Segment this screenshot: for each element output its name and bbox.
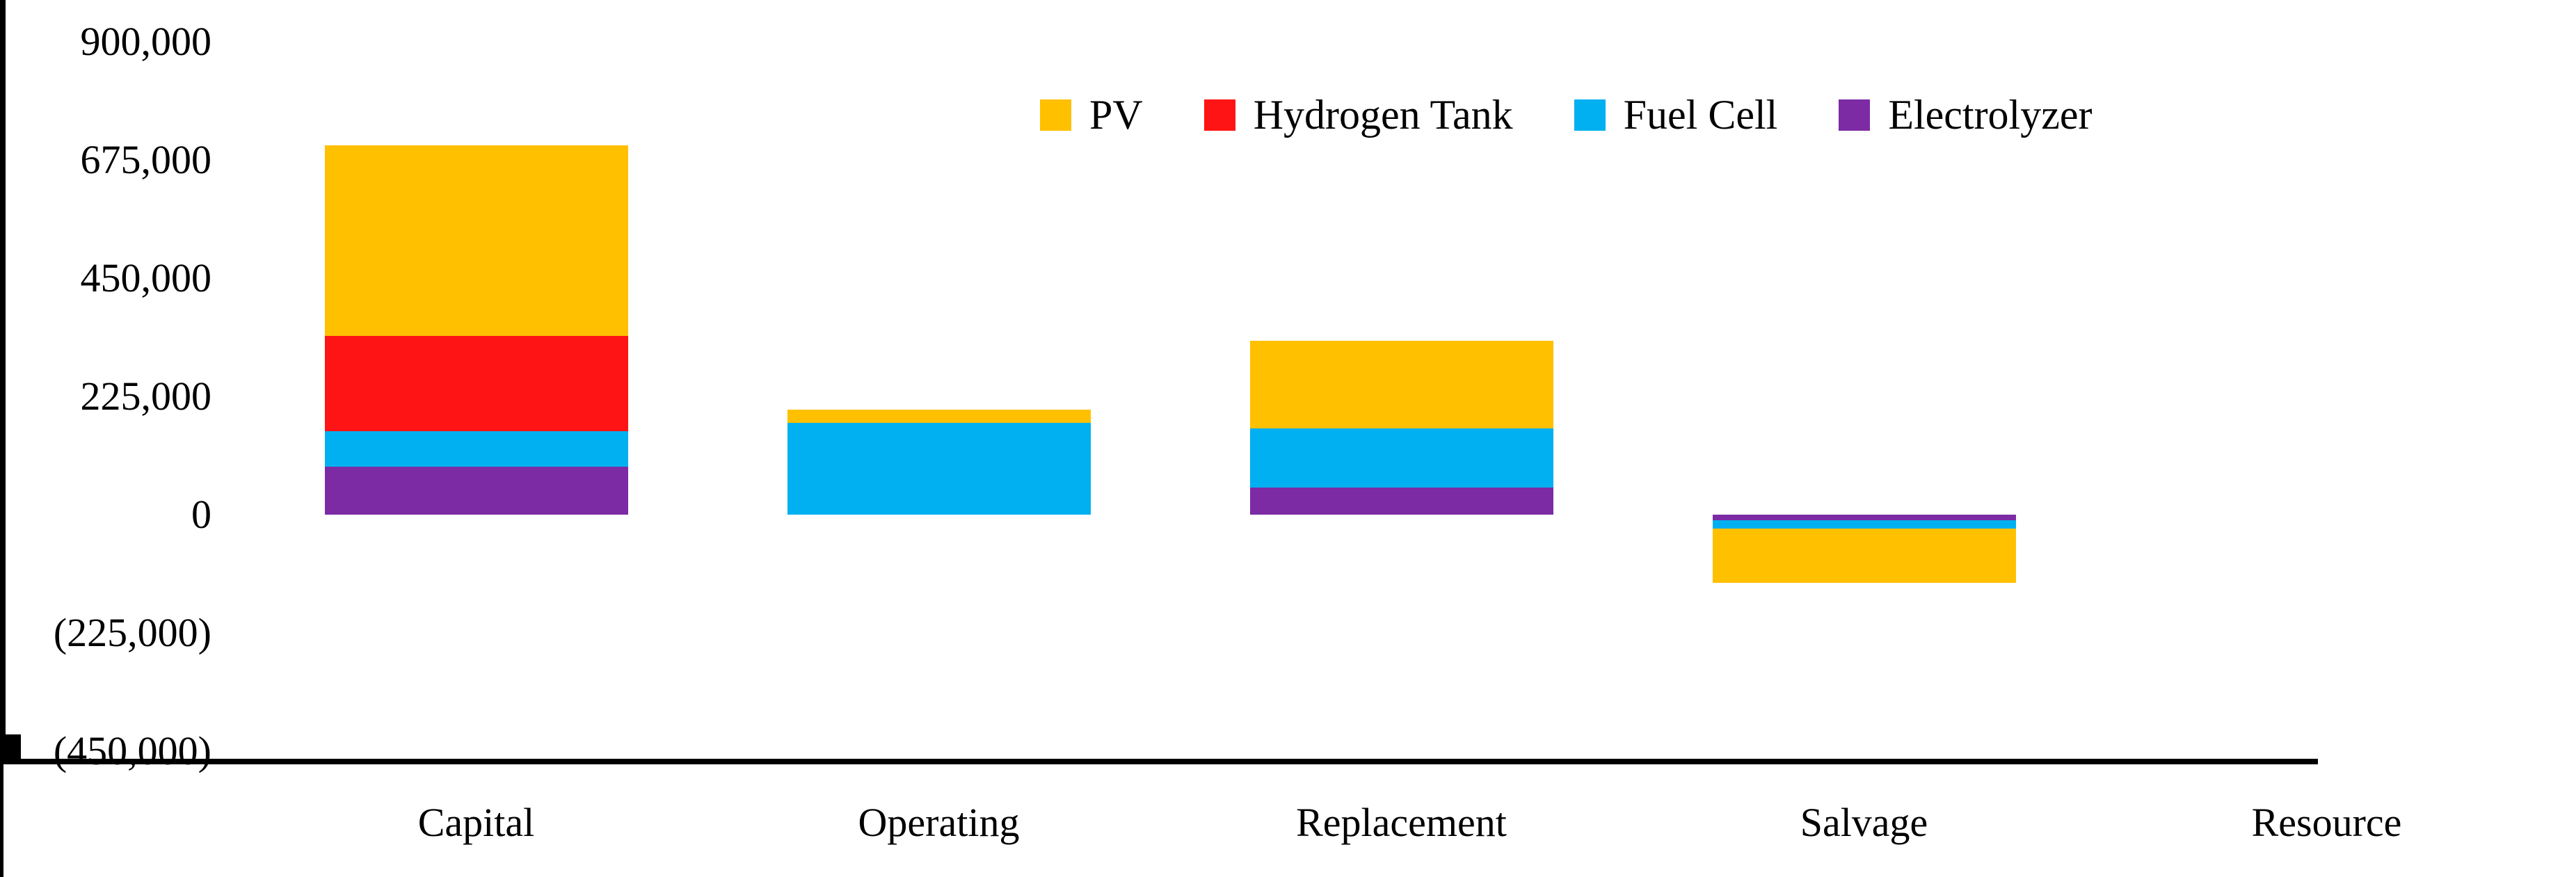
bar-operating-fuel-cell xyxy=(787,422,1091,515)
x-axis-line xyxy=(0,759,2318,764)
bar-replacement-electrolyzer xyxy=(1249,487,1553,515)
x-tick-mark xyxy=(0,806,3,827)
y-tick-mark xyxy=(0,734,21,738)
legend-label-fuel-cell: Fuel Cell xyxy=(1623,92,1778,138)
x-category-label-replacement: Replacement xyxy=(1296,800,1507,845)
legend-label-electrolyzer: Electrolyzer xyxy=(1888,92,2093,138)
bar-salvage-electrolyzer xyxy=(1712,515,2016,520)
legend-swatch-hydrogen-tank xyxy=(1203,99,1235,131)
legend-label-pv: PV xyxy=(1089,92,1143,138)
y-tick-mark xyxy=(0,741,21,745)
x-tick-mark xyxy=(0,848,3,869)
x-tick-mark xyxy=(0,827,3,848)
x-category-label-capital: Capital xyxy=(417,800,535,845)
legend-swatch-electrolyzer xyxy=(1839,99,1871,131)
legend-item-electrolyzer: Electrolyzer xyxy=(1839,85,2092,145)
y-tick-label: (225,000) xyxy=(53,610,211,655)
x-tick-mark xyxy=(0,764,3,785)
bar-salvage-pv xyxy=(1712,529,2016,584)
legend-item-fuel-cell: Fuel Cell xyxy=(1574,85,1778,145)
bar-replacement-fuel-cell xyxy=(1249,428,1553,488)
bar-capital-pv xyxy=(324,145,628,337)
y-tick-label: 900,000 xyxy=(80,19,212,64)
bar-salvage-fuel-cell xyxy=(1712,520,2016,529)
y-tick-mark xyxy=(0,745,21,748)
y-tick-label: 225,000 xyxy=(80,373,212,419)
legend-item-pv: PV xyxy=(1040,85,1143,145)
x-category-label-resource: Resource xyxy=(2251,800,2402,845)
y-tick-label: (450,000) xyxy=(53,728,211,773)
legend-label-hydrogen-tank: Hydrogen Tank xyxy=(1253,92,1513,138)
y-axis-line xyxy=(0,0,6,734)
chart-legend: PV Hydrogen Tank Fuel Cell Electrolyzer xyxy=(1040,85,2092,145)
x-tick-mark xyxy=(0,869,3,877)
bar-capital-electrolyzer xyxy=(324,467,628,515)
y-tick-mark xyxy=(0,752,21,755)
y-tick-mark xyxy=(0,755,21,759)
bar-capital-fuel-cell xyxy=(324,431,628,467)
y-tick-label: 450,000 xyxy=(80,255,212,300)
y-tick-label: 675,000 xyxy=(80,137,212,182)
legend-swatch-fuel-cell xyxy=(1574,99,1606,131)
bar-operating-pv xyxy=(787,409,1091,423)
bar-capital-hydrogen-tank xyxy=(324,336,628,431)
x-category-label-operating: Operating xyxy=(858,800,1020,845)
y-tick-mark xyxy=(0,748,21,752)
x-category-label-salvage: Salvage xyxy=(1800,800,1928,845)
y-tick-mark xyxy=(0,738,21,741)
legend-swatch-pv xyxy=(1040,99,1071,131)
y-tick-label: 0 xyxy=(191,492,211,537)
bar-replacement-pv xyxy=(1249,340,1553,429)
x-tick-mark xyxy=(0,785,3,806)
legend-item-hydrogen-tank: Hydrogen Tank xyxy=(1203,85,1513,145)
